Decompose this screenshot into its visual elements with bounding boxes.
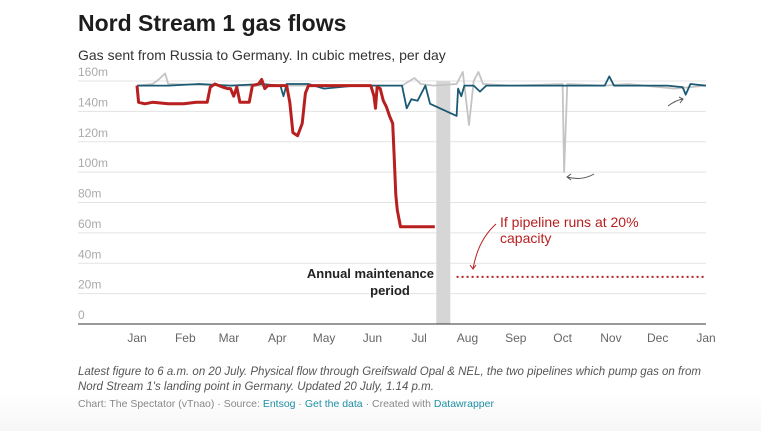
capacity-label-line1: If pipeline runs at 20% bbox=[500, 214, 639, 230]
x-tick-label: Oct bbox=[553, 331, 572, 345]
x-tick-label: Jan bbox=[127, 331, 146, 345]
series-line-2021 bbox=[137, 75, 707, 117]
x-tick-label: Dec bbox=[647, 331, 668, 345]
series-line-2022 bbox=[135, 78, 435, 229]
maintenance-label-line2: period bbox=[370, 283, 410, 298]
x-tick-label: Jun bbox=[363, 331, 382, 345]
x-tick-label: Mar bbox=[219, 331, 240, 345]
x-tick-label: Aug bbox=[457, 331, 478, 345]
y-tick-label: 100m bbox=[78, 156, 108, 170]
x-tick-label: Sep bbox=[505, 331, 527, 345]
x-tick-label: Jul bbox=[411, 331, 426, 345]
x-tick-label: Nov bbox=[600, 331, 621, 345]
chart-title: Nord Stream 1 gas flows bbox=[78, 10, 347, 36]
credit-sep: · bbox=[295, 398, 305, 410]
arrow-2020 bbox=[566, 173, 595, 181]
x-tick-label: Jan bbox=[696, 331, 715, 345]
y-tick-label: 20m bbox=[78, 278, 101, 292]
y-tick-label: 80m bbox=[78, 187, 101, 201]
source-link[interactable]: Entsog bbox=[262, 398, 296, 410]
get-data-link[interactable]: Get the data bbox=[304, 398, 363, 410]
x-tick-label: Apr bbox=[268, 331, 287, 345]
chart-svg: 0 20m 40m 60m 80m 100m 120m 140m 160m Jan Feb Mar Ap… bbox=[78, 65, 716, 345]
arrow-capacity bbox=[469, 223, 497, 270]
series-line-2020 bbox=[136, 71, 707, 173]
y-tick-label: 60m bbox=[78, 217, 101, 231]
y-tick-label: 0 bbox=[78, 308, 85, 322]
chart-note: Latest figure to 6 a.m. on 20 July. Phys… bbox=[78, 366, 702, 393]
footer-background bbox=[0, 392, 761, 431]
y-tick-label: 160m bbox=[78, 65, 108, 79]
x-tick-label: May bbox=[313, 331, 336, 345]
y-tick-label: 40m bbox=[78, 247, 101, 261]
credit-prefix: Chart: The Spectator (vTnao) · Source: bbox=[78, 398, 263, 410]
credit-sep: · Created with bbox=[362, 398, 434, 410]
x-tick-label: Feb bbox=[175, 331, 196, 345]
chart-credit: Chart: The Spectator (vTnao) · Source: E… bbox=[78, 398, 494, 410]
datawrapper-link[interactable]: Datawrapper bbox=[433, 398, 494, 410]
maintenance-band bbox=[436, 81, 451, 324]
maintenance-label-line1: Annual maintenance bbox=[307, 266, 434, 281]
y-tick-label: 120m bbox=[78, 126, 108, 140]
y-tick-label: 140m bbox=[78, 95, 108, 109]
chart-subtitle: Gas sent from Russia to Germany. In cubi… bbox=[78, 47, 446, 63]
arrow-2021 bbox=[667, 96, 684, 107]
capacity-label-line2: capacity bbox=[500, 230, 551, 246]
